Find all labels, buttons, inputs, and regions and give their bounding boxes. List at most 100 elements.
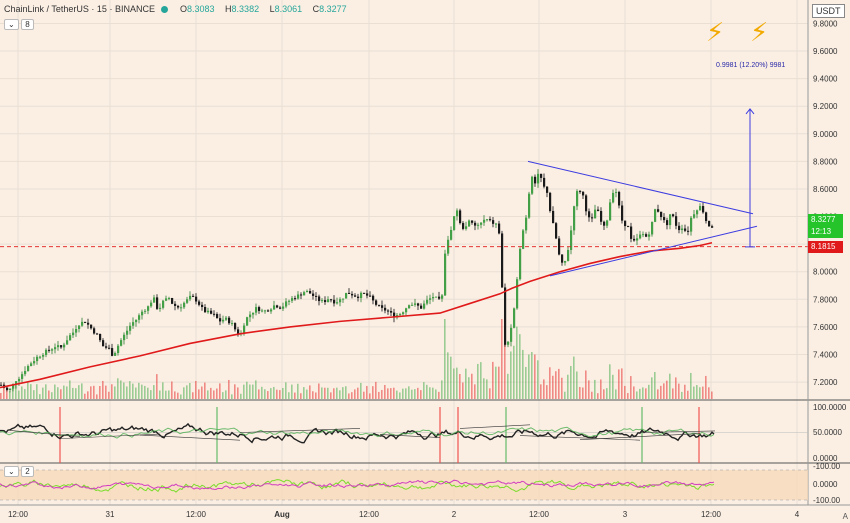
volume-bar (93, 385, 95, 399)
volume-bar (399, 392, 401, 399)
price-tick-label: 7.2000 (813, 378, 838, 387)
candle-body (180, 307, 183, 309)
volume-bar (411, 389, 413, 399)
candle-body (342, 298, 345, 300)
candle-body (288, 300, 291, 302)
volume-bar (594, 379, 596, 399)
candle-body (414, 303, 417, 305)
volume-chip[interactable]: 8 (21, 19, 34, 30)
candle-body (231, 323, 234, 325)
candle-body (393, 312, 396, 318)
candle-body (81, 321, 84, 326)
volume-bar (141, 384, 143, 399)
volume-bar (279, 390, 281, 399)
time-axis[interactable]: 12:00 31 12:00 Aug 12:00 2 12:00 3 12:00 4 (8, 510, 800, 519)
candle-body (270, 309, 273, 312)
candle-body (333, 299, 336, 304)
volume-bar (363, 391, 365, 399)
volume-bar (246, 381, 248, 399)
volume-bar (117, 378, 119, 399)
volume-bar (66, 386, 68, 399)
candle-body (696, 210, 699, 215)
volume-bar (102, 380, 104, 399)
volume-bar (267, 391, 269, 399)
candle-body (618, 191, 621, 206)
candle-body (351, 293, 354, 296)
candle-body (33, 361, 36, 364)
volume-bar (558, 368, 560, 399)
volume-bar (138, 382, 140, 399)
grid (0, 0, 808, 505)
candle-body (615, 191, 618, 193)
volume-bar (522, 349, 524, 399)
candle-body (537, 173, 540, 184)
candle-body (711, 226, 714, 228)
volume-bar (195, 380, 197, 399)
candle-body (570, 230, 573, 250)
volume-bar (528, 354, 530, 399)
candle-body (423, 303, 426, 309)
price-tick-label: 9.6000 (813, 47, 838, 56)
candle-body (366, 293, 369, 296)
oscillator-band (0, 470, 808, 500)
volume-bar (78, 385, 80, 399)
candle-body (363, 292, 366, 294)
candle-body (663, 217, 666, 221)
candle-body (99, 333, 102, 341)
rsi-signal-line (0, 426, 715, 439)
time-tick-label: 12:00 (701, 510, 722, 519)
rsi-trendline (379, 434, 441, 438)
volume-bar (483, 378, 485, 399)
candle-body (246, 317, 249, 326)
candle-body (21, 374, 24, 379)
oscillator-legend[interactable]: ⌄ 2 (4, 466, 34, 477)
candle-body (630, 226, 633, 239)
auto-scale-toggle[interactable]: A (842, 512, 848, 521)
candle-body (435, 296, 438, 298)
candle-body (429, 298, 432, 300)
volume-bar (342, 387, 344, 399)
oscillator-chip[interactable]: 2 (21, 466, 34, 477)
volume-legend[interactable]: ⌄ 8 (4, 19, 34, 30)
collapse-chevron-icon[interactable]: ⌄ (4, 19, 19, 30)
volume-bar (687, 390, 689, 399)
currency-badge[interactable]: USDT (812, 4, 845, 18)
volume-bar (354, 389, 356, 399)
candle-body (252, 312, 255, 315)
collapse-chevron-icon[interactable]: ⌄ (4, 466, 19, 477)
candle-body (534, 176, 537, 184)
candle-body (372, 295, 375, 301)
interval-label[interactable]: 15 (96, 4, 107, 14)
candle-body (24, 371, 27, 375)
candle-body (699, 206, 702, 211)
candle-body (168, 297, 171, 299)
symbol-name[interactable]: ChainLink / TetherUS (4, 4, 89, 14)
volume-bar (423, 382, 425, 399)
volume-bar (693, 386, 695, 399)
price-tick-label: 9.4000 (813, 75, 838, 84)
rsi-trendline (59, 433, 161, 439)
volume-bar (681, 391, 683, 399)
volume-bar (615, 389, 617, 399)
measure-label: 0.9981 (12.20%) 9981 (716, 62, 786, 69)
candle-body (621, 205, 624, 221)
volume-bar (60, 389, 62, 399)
volume-bar (234, 384, 236, 399)
candle-body (642, 234, 645, 236)
volume-bar (456, 367, 458, 399)
candle-body (18, 378, 21, 382)
candle-body (96, 333, 99, 335)
volume-bar (18, 390, 20, 399)
volume-bar (639, 388, 641, 399)
candle-body (462, 223, 465, 229)
candle-body (108, 347, 111, 349)
rsi-trendline (9, 430, 81, 437)
candle-body (387, 310, 390, 312)
candle-body (135, 319, 138, 323)
candle-body (690, 217, 693, 232)
high-label: H (225, 4, 232, 14)
candle-body (693, 214, 696, 218)
volume-bar (288, 392, 290, 399)
